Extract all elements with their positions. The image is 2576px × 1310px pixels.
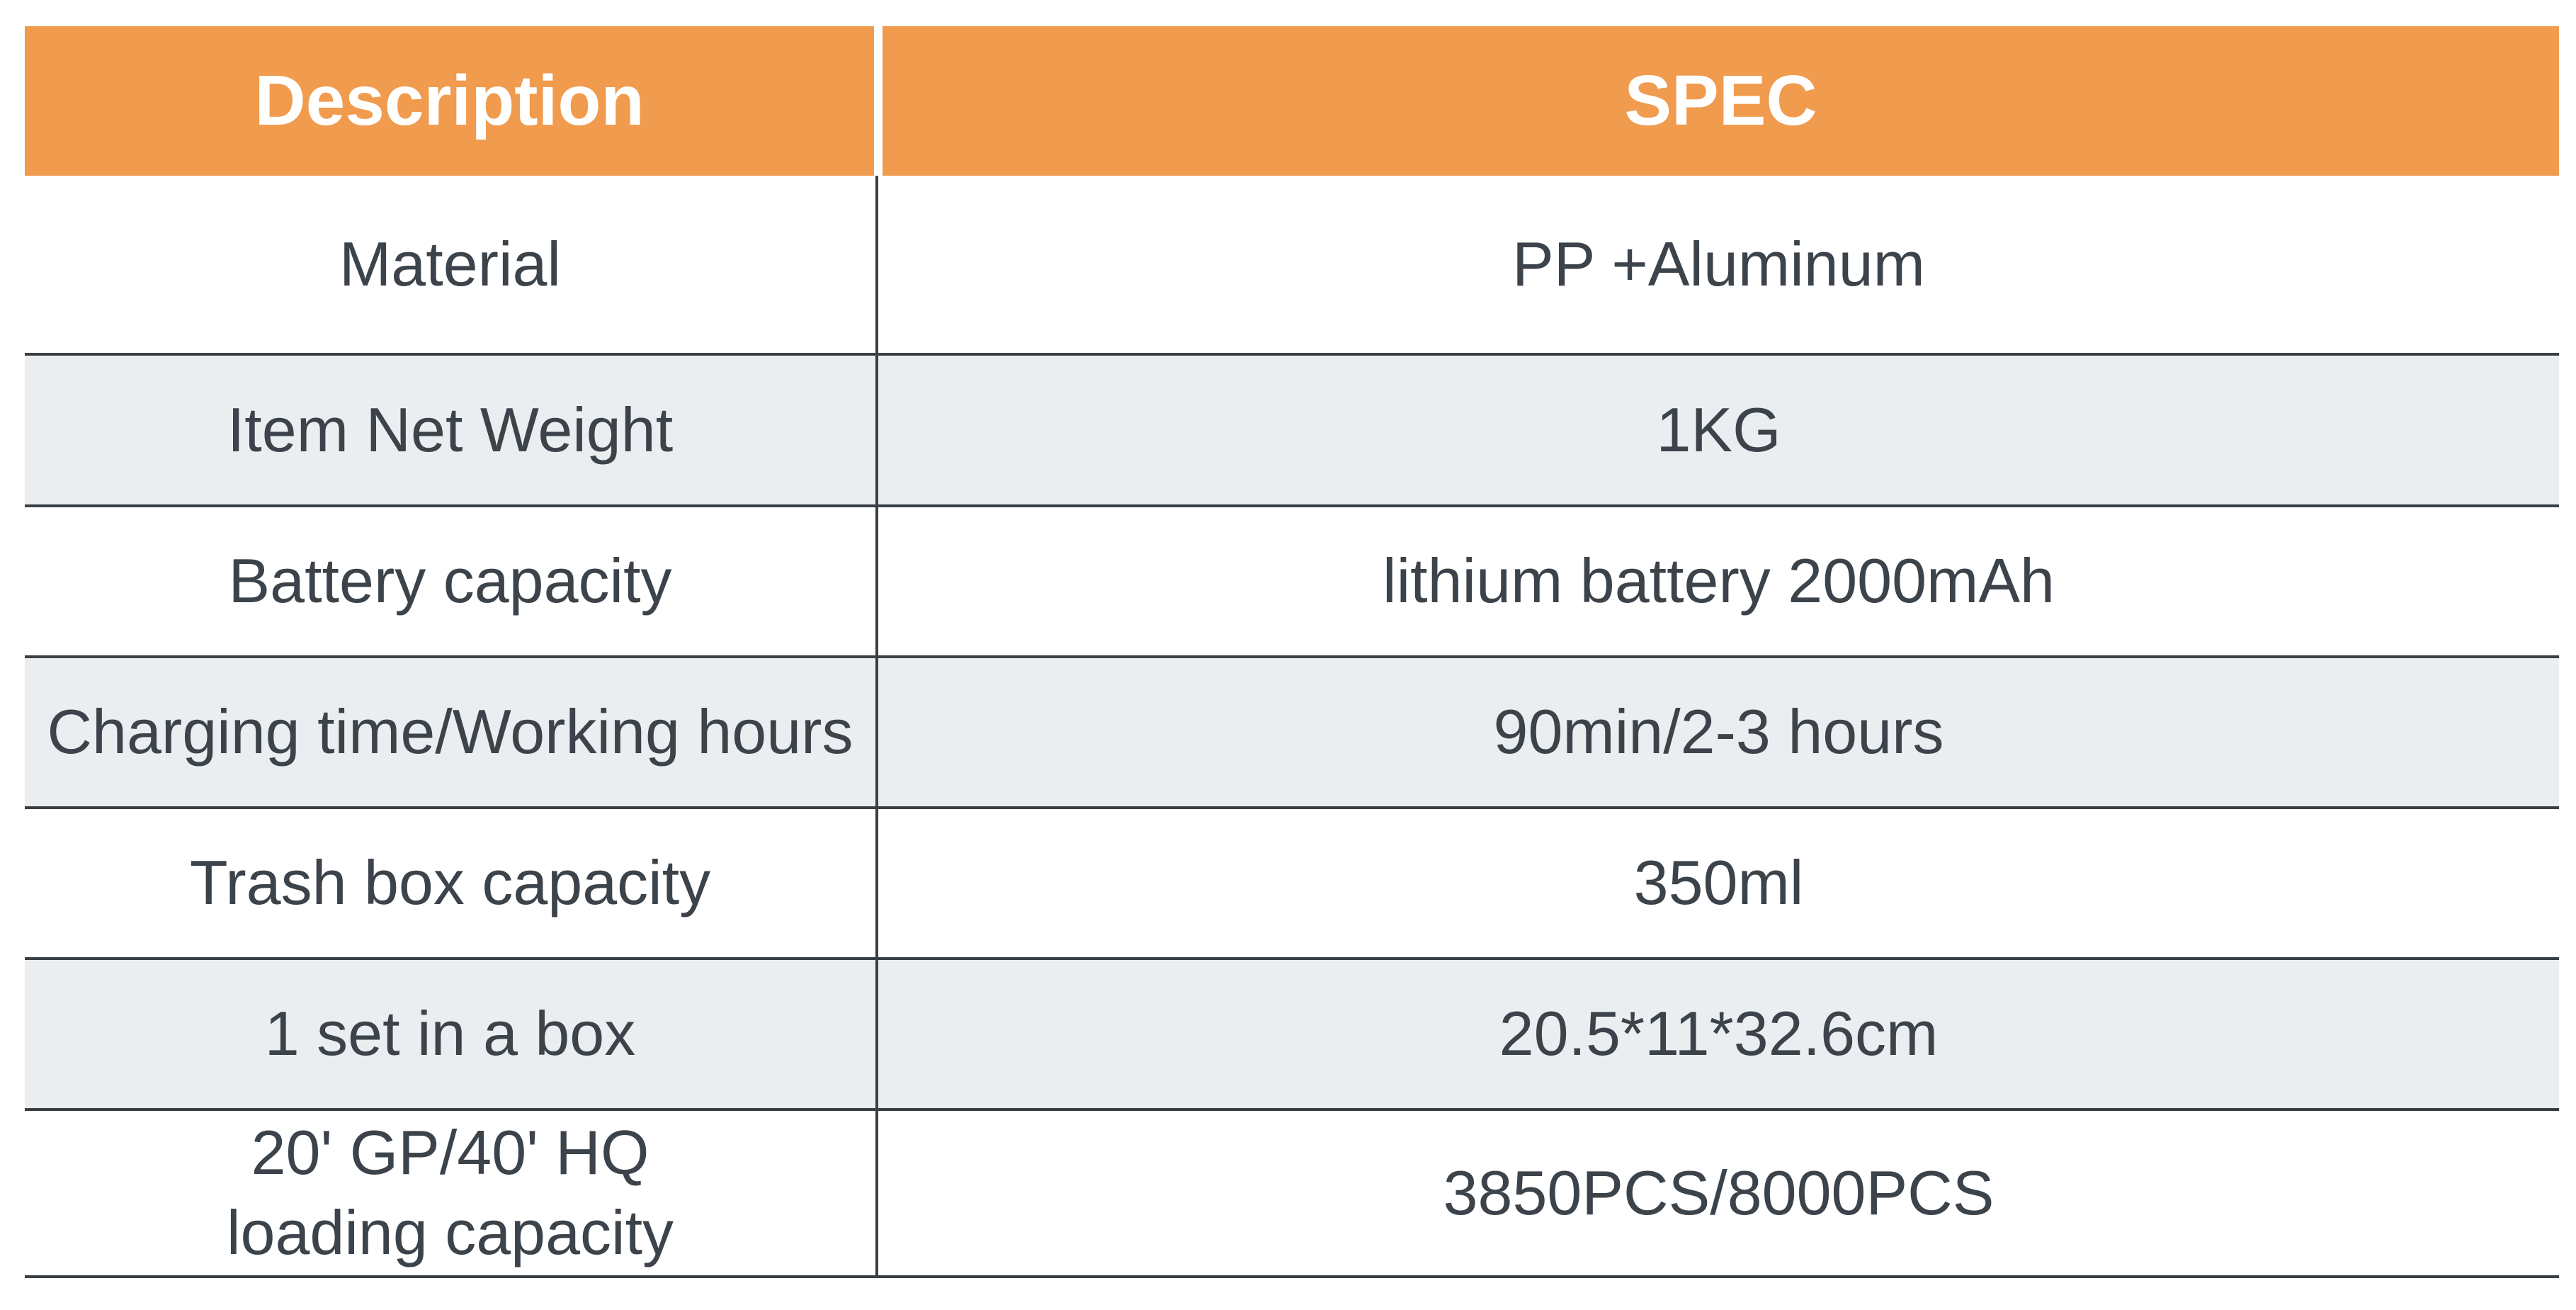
row-description-text: Charging time/Working hours bbox=[47, 696, 853, 767]
row-description-text: 1 set in a box bbox=[264, 998, 636, 1069]
header-spec: SPEC bbox=[883, 26, 2559, 176]
row-spec: 90min/2-3 hours bbox=[1493, 696, 1944, 767]
row-description-text: Battery capacity bbox=[228, 546, 672, 616]
row-description-text: Trash box capacity bbox=[189, 847, 711, 918]
row-description: Charging time/Working hours bbox=[25, 658, 878, 806]
header-description: Description bbox=[25, 26, 874, 176]
row-spec: 350ml bbox=[1633, 847, 1804, 918]
table-row: Material PP +Aluminum bbox=[25, 176, 2559, 356]
table-row: 20' GP/40' HQ loading capacity 3850PCS/8… bbox=[25, 1111, 2559, 1278]
table-row: 1 set in a box 20.5*11*32.6cm bbox=[25, 960, 2559, 1111]
table-row: Battery capacity lithium battery 2000mAh bbox=[25, 507, 2559, 658]
spec-table: Description SPEC Material PP +Aluminum I… bbox=[25, 26, 2559, 1278]
row-description: Trash box capacity bbox=[25, 809, 878, 957]
row-description: Material bbox=[25, 176, 878, 353]
row-spec: 20.5*11*32.6cm bbox=[1499, 998, 1939, 1069]
row-description-text: 20' GP/40' HQ loading capacity bbox=[227, 1113, 674, 1272]
row-description: 1 set in a box bbox=[25, 960, 878, 1108]
row-spec: lithium battery 2000mAh bbox=[1383, 546, 2055, 616]
row-description: Battery capacity bbox=[25, 507, 878, 655]
row-description-text: Item Net Weight bbox=[227, 394, 674, 465]
table-header-row: Description SPEC bbox=[25, 26, 2559, 176]
row-description-line-2: loading capacity bbox=[226, 1197, 674, 1267]
table-row: Charging time/Working hours 90min/2-3 ho… bbox=[25, 658, 2559, 809]
row-spec: 3850PCS/8000PCS bbox=[1443, 1157, 1995, 1228]
row-description-line-1: 20' GP/40' HQ bbox=[251, 1117, 649, 1188]
table-row: Item Net Weight 1KG bbox=[25, 356, 2559, 507]
row-spec: 1KG bbox=[1656, 394, 1781, 465]
row-spec: PP +Aluminum bbox=[1512, 228, 1925, 299]
table-row: Trash box capacity 350ml bbox=[25, 809, 2559, 960]
row-description: Item Net Weight bbox=[25, 356, 878, 504]
row-description-text: Material bbox=[339, 228, 561, 299]
row-description: 20' GP/40' HQ loading capacity bbox=[25, 1111, 878, 1275]
